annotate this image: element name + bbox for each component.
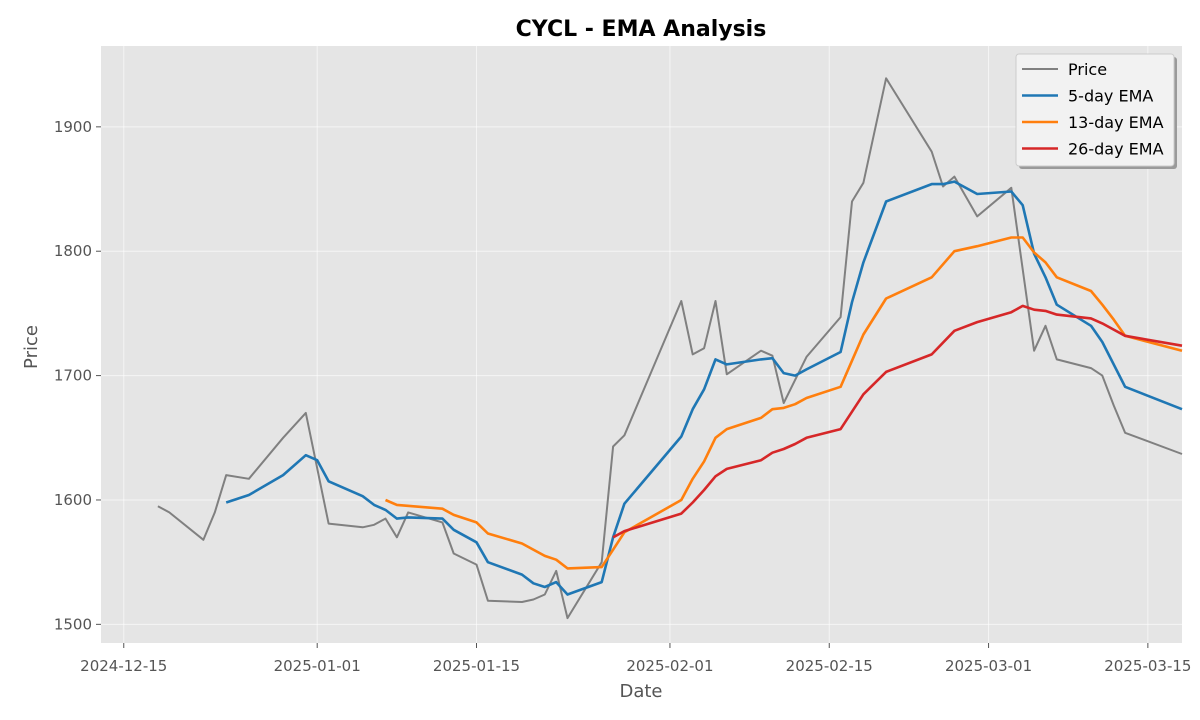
x-tick-label: 2024-12-15	[80, 657, 167, 675]
legend-box	[1015, 53, 1175, 167]
y-axis-label: Price	[21, 325, 42, 369]
legend-label: Price	[1068, 60, 1107, 79]
series-line-price	[157, 77, 1183, 620]
series-layer	[157, 77, 1183, 620]
legend-label: 5-day EMA	[1068, 87, 1153, 106]
x-tick-label: 2025-03-15	[1104, 657, 1191, 675]
series-line-5-day-ema	[225, 180, 1183, 596]
y-tick-label: 1800	[54, 242, 92, 260]
y-tick-label: 1600	[54, 491, 92, 509]
grid-layer	[101, 46, 1182, 643]
chart-title: CYCL - EMA Analysis	[516, 17, 767, 42]
plot-area	[101, 46, 1182, 643]
x-tick-label: 2025-01-15	[433, 657, 520, 675]
y-tick-label: 1500	[54, 615, 92, 633]
x-tick-label: 2025-02-15	[786, 657, 873, 675]
legend-label: 26-day EMA	[1068, 140, 1164, 159]
tick-layer: 1500 1600 1700 1800 1900 2024-12-15 2025-01-01…	[54, 118, 1192, 675]
legend: Price 5-day EMA 13-day EMA 26-day EMA	[1015, 53, 1177, 169]
y-tick-label: 1900	[54, 118, 92, 136]
series-line-26-day-ema	[612, 304, 1183, 539]
x-tick-label: 2025-03-01	[945, 657, 1032, 675]
x-tick-label: 2025-02-01	[626, 657, 713, 675]
x-axis-label: Date	[619, 681, 662, 702]
legend-label: 13-day EMA	[1068, 113, 1164, 132]
x-tick-label: 2025-01-01	[274, 657, 361, 675]
series-line-13-day-ema	[384, 236, 1183, 570]
y-tick-label: 1700	[54, 367, 92, 385]
